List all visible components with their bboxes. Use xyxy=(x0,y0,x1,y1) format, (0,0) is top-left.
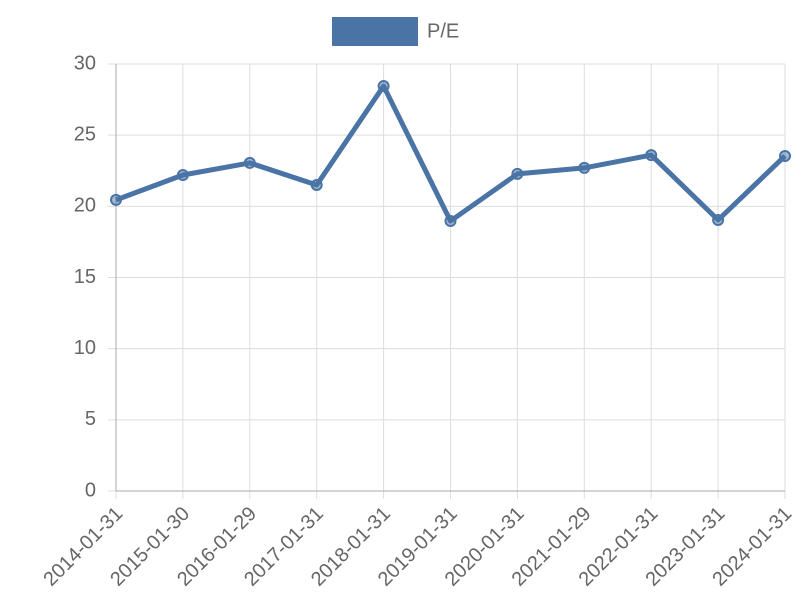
point xyxy=(511,167,524,180)
y-tick-label: 30 xyxy=(74,52,96,74)
y-tick-label: 25 xyxy=(74,123,96,145)
y-tick-label: 20 xyxy=(74,195,96,217)
point xyxy=(712,213,725,226)
point xyxy=(377,80,390,93)
point xyxy=(176,169,189,182)
y-tick-label: 0 xyxy=(85,479,96,501)
point xyxy=(110,193,122,206)
y-tick-label: 15 xyxy=(74,266,96,288)
point xyxy=(444,214,457,227)
point xyxy=(310,178,323,191)
legend-swatch xyxy=(332,17,418,46)
point xyxy=(243,156,256,169)
point xyxy=(578,161,591,174)
y-tick-label: 5 xyxy=(85,408,96,430)
y-tick-label: 10 xyxy=(74,337,96,359)
point xyxy=(779,149,791,162)
legend-label: P/E xyxy=(427,20,459,42)
point xyxy=(645,149,658,162)
